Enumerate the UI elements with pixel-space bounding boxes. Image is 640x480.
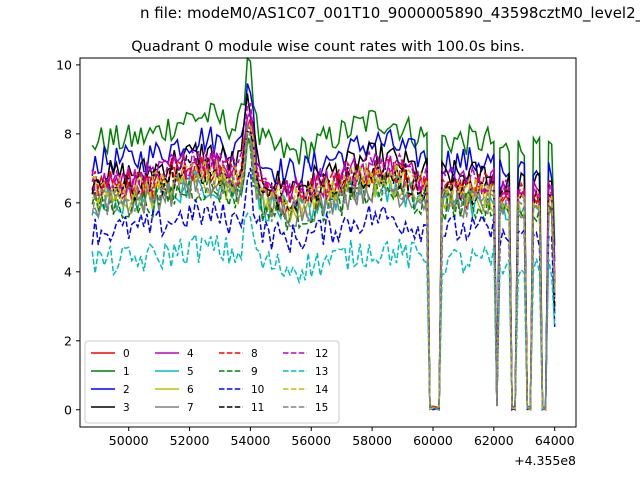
x-tick-label: 58000 — [352, 433, 392, 448]
legend-box — [84, 340, 340, 424]
legend-label-6: 6 — [187, 384, 194, 396]
y-tick-label: 8 — [64, 126, 72, 141]
series-line-8 — [91, 126, 556, 411]
legend-label-14: 14 — [315, 384, 329, 396]
legend-label-10: 10 — [251, 384, 264, 396]
y-tick-label: 10 — [56, 57, 72, 72]
legend-label-2: 2 — [123, 384, 130, 396]
legend-label-13: 13 — [315, 366, 328, 378]
series-line-9 — [91, 133, 556, 411]
legend-label-5: 5 — [187, 366, 194, 378]
x-tick-label: 54000 — [231, 433, 271, 448]
chart-title: Quadrant 0 module wise count rates with … — [131, 39, 525, 55]
series-line-2 — [91, 83, 556, 411]
legend-label-12: 12 — [315, 348, 328, 360]
legend-label-0: 0 — [123, 348, 130, 360]
y-tick-label: 6 — [64, 195, 72, 210]
legend-label-15: 15 — [315, 402, 328, 414]
y-tick-label: 4 — [64, 264, 72, 279]
legend-label-8: 8 — [251, 348, 258, 360]
y-tick-label: 0 — [64, 402, 72, 417]
legend-label-9: 9 — [251, 366, 258, 378]
x-tick-label: 64000 — [535, 433, 575, 448]
suptitle: n file: modeM0/AS1C07_001T10_9000005890_… — [140, 4, 640, 22]
series-line-13 — [91, 211, 556, 412]
x-tick-label: 56000 — [291, 433, 331, 448]
series-line-15 — [91, 122, 556, 411]
legend-label-3: 3 — [123, 402, 130, 414]
series-line-1 — [91, 56, 556, 411]
series-line-12 — [91, 102, 556, 412]
legend-label-1: 1 — [123, 366, 130, 378]
x-offset-label: +4.355e8 — [514, 453, 576, 468]
x-tick-label: 62000 — [474, 433, 514, 448]
legend-label-4: 4 — [187, 348, 194, 360]
legend-label-7: 7 — [187, 402, 194, 414]
plot-frame — [79, 57, 577, 428]
series-line-11 — [91, 130, 556, 411]
x-tick-label: 50000 — [109, 433, 149, 448]
x-tick-label: 60000 — [413, 433, 453, 448]
series-line-10 — [91, 167, 556, 411]
y-tick-label: 2 — [64, 333, 72, 348]
x-tick-label: 52000 — [170, 433, 210, 448]
legend-label-11: 11 — [251, 402, 264, 414]
